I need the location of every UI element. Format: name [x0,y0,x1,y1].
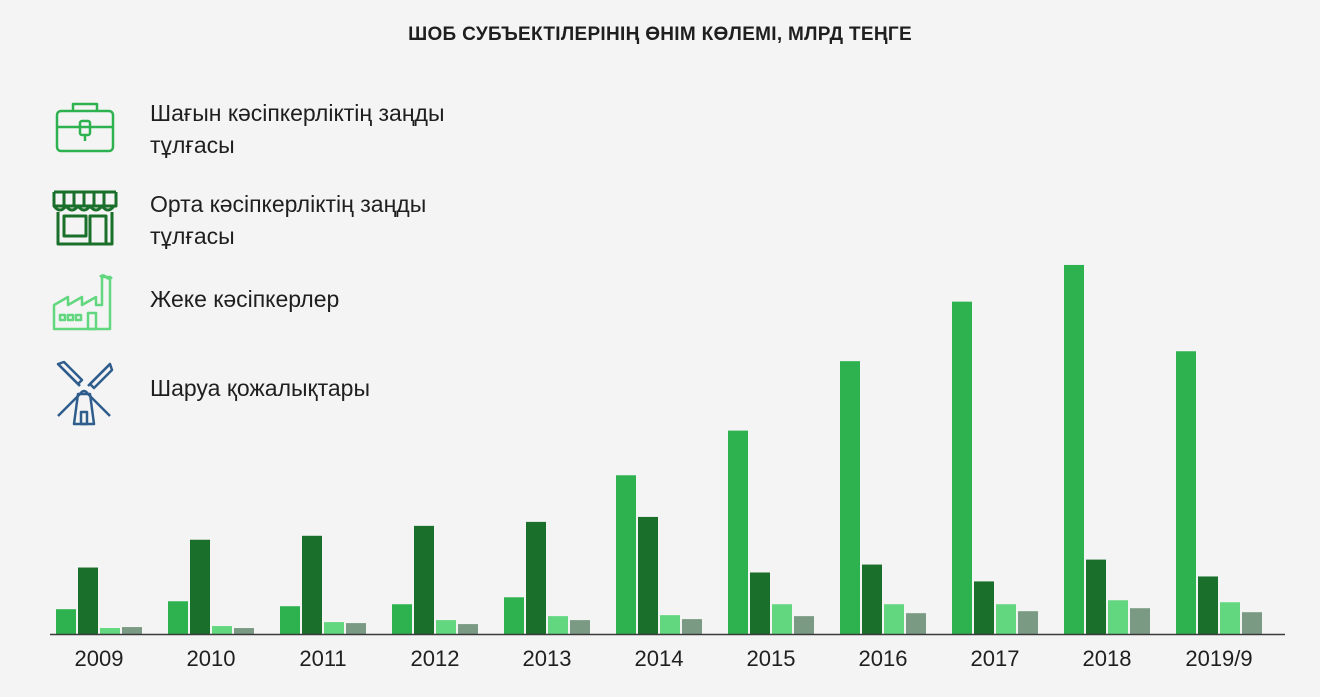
bar-2014-series-1 [638,516,658,634]
bar-2016-series-2 [884,604,904,634]
bar-2010-series-2 [212,626,232,634]
x-tick-label: 2016 [859,646,908,671]
bar-2011-series-2 [324,622,344,634]
bar-2015-series-1 [750,572,770,634]
bar-2010-series-1 [190,539,210,634]
bar-2018-series-2 [1108,600,1128,634]
bar-2013-series-1 [526,521,546,634]
legend-item-medium-business: Орта кәсіпкерліктің заңды тұлғасы [50,188,470,268]
bar-2016-series-0 [840,361,860,634]
bar-2011-series-0 [280,606,300,634]
bar-2016-series-1 [862,564,882,634]
x-tick-label: 2011 [299,646,346,671]
storefront-icon [50,188,120,258]
x-tick-label: 2017 [971,646,1020,671]
bar-2015-series-0 [728,430,748,634]
factory-icon [50,274,120,353]
bar-2017-series-3 [1018,611,1038,634]
x-tick-label: 2018 [1083,646,1132,671]
bar-2014-series-3 [682,619,702,634]
bar-2009-series-0 [56,609,76,634]
x-tick-label: 2015 [747,646,796,671]
bar-2019-9-series-3 [1242,612,1262,634]
legend-label-individual-entrepreneurs: Жеке кәсіпкерлер [150,286,340,312]
bar-2011-series-1 [302,535,322,634]
bar-2013-series-0 [504,597,524,634]
x-tick-label: 2019/9 [1185,646,1252,671]
bar-2018-series-3 [1130,608,1150,634]
bar-2012-series-3 [458,624,478,634]
bar-2017-series-2 [996,604,1016,634]
x-tick-label: 2009 [75,646,124,671]
chart-title: ШОБ СУБЪЕКТІЛЕРІНІҢ ӨНІМ КӨЛЕМІ, МЛРД ТЕ… [408,24,912,45]
bar-2009-series-1 [78,567,98,634]
bar-2013-series-3 [570,620,590,634]
bar-2016-series-3 [906,613,926,634]
legend-item-small-business: Шағын кәсіпкерліктің заңды тұлғасы [50,97,470,177]
legend-label-small-business: Шағын кәсіпкерліктің заңды тұлғасы [150,100,445,158]
x-tick-label: 2012 [411,646,460,671]
bar-2011-series-3 [346,623,366,634]
briefcase-icon [50,97,120,167]
bar-2010-series-3 [234,628,254,634]
windmill-icon [50,360,120,442]
bar-2012-series-0 [392,604,412,634]
legend-item-farms: Шаруа қожалықтары [50,360,470,452]
bar-2017-series-1 [974,581,994,634]
x-tick-label: 2013 [523,646,572,671]
x-tick-label: 2014 [635,646,684,671]
bar-2009-series-2 [100,628,120,634]
bar-2015-series-2 [772,604,792,634]
bar-2019-9-series-1 [1198,576,1218,634]
x-tick-label: 2010 [187,646,236,671]
legend-label-farms: Шаруа қожалықтары [150,375,371,401]
legend-label-medium-business: Орта кәсіпкерліктің заңды тұлғасы [150,191,427,249]
bar-2018-series-0 [1064,264,1084,634]
bar-2019-9-series-0 [1176,351,1196,634]
bar-2015-series-3 [794,616,814,634]
bar-2010-series-0 [168,601,188,634]
bar-2017-series-0 [952,301,972,634]
bar-2012-series-1 [414,525,434,634]
bar-2012-series-2 [436,620,456,634]
bar-2013-series-2 [548,616,568,634]
bar-2014-series-2 [660,615,680,634]
bar-2014-series-0 [616,475,636,634]
bar-2018-series-1 [1086,559,1106,634]
bar-2009-series-3 [122,627,142,634]
legend-item-individual-entrepreneurs: Жеке кәсіпкерлер [50,274,470,363]
bar-2019-9-series-2 [1220,602,1240,634]
